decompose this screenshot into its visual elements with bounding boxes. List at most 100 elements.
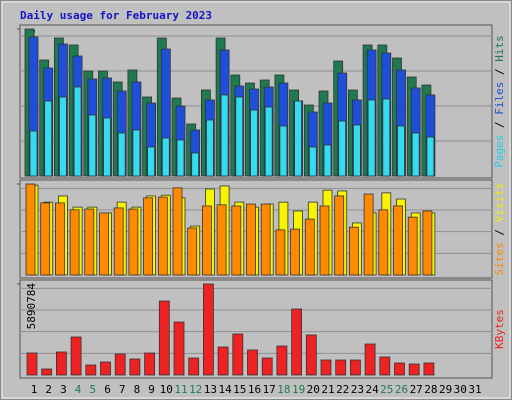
legend-separator: / <box>493 115 506 135</box>
bar <box>279 125 288 177</box>
bar <box>191 152 200 177</box>
bar <box>147 146 156 177</box>
bar <box>264 106 273 177</box>
x-tick-label: 10 <box>160 383 173 396</box>
x-tick-label: 17 <box>263 383 276 396</box>
bar <box>246 203 256 276</box>
bar <box>363 193 374 276</box>
bar <box>247 349 258 376</box>
bar <box>117 132 126 177</box>
x-tick-label: 1 <box>31 383 38 396</box>
x-tick-label: 9 <box>148 383 155 396</box>
bar <box>25 183 36 276</box>
bar <box>70 336 82 376</box>
bar <box>29 130 38 177</box>
bar <box>157 196 168 276</box>
x-tick-label: 27 <box>410 383 423 396</box>
bar <box>132 129 141 177</box>
bar <box>294 100 303 177</box>
x-tick-label: 14 <box>218 383 232 396</box>
bar <box>201 205 212 276</box>
bar <box>304 218 315 276</box>
bar <box>88 114 97 177</box>
bar <box>367 99 376 177</box>
bar <box>422 210 433 276</box>
x-tick-label: 23 <box>351 383 364 396</box>
x-tick-label: 19 <box>292 383 305 396</box>
bar <box>335 359 347 376</box>
legend: KBytes <box>493 309 506 349</box>
bar <box>235 96 244 177</box>
bar <box>129 358 141 376</box>
x-tick-label: 5 <box>89 383 96 396</box>
bar <box>291 308 303 376</box>
x-tick-label: 2 <box>45 383 52 396</box>
bar <box>382 98 391 177</box>
bar <box>84 208 95 276</box>
x-tick-label: 8 <box>134 383 141 396</box>
bar <box>276 345 288 376</box>
bar <box>426 136 435 177</box>
bar <box>378 209 389 276</box>
legend-entry: Files <box>493 82 506 115</box>
legend-entry: Sites <box>493 242 506 275</box>
bar <box>232 333 244 376</box>
bar <box>114 353 126 376</box>
bar <box>69 209 80 276</box>
bar <box>397 125 405 177</box>
legend-entry: Pages <box>493 135 506 168</box>
x-tick-label: 21 <box>321 383 334 396</box>
bar <box>56 351 67 376</box>
x-tick-label: 24 <box>365 383 379 396</box>
x-tick-label: 25 <box>380 383 393 396</box>
bar <box>394 362 405 376</box>
x-tick-label: 31 <box>468 383 481 396</box>
bar <box>205 119 214 177</box>
legend-entry: Visits <box>493 183 506 223</box>
bar <box>100 361 111 376</box>
bar <box>40 202 51 276</box>
x-tick-label: 6 <box>104 383 111 396</box>
x-tick-label: 7 <box>119 383 126 396</box>
bar <box>411 132 420 177</box>
bar <box>260 203 271 276</box>
bar <box>143 197 154 276</box>
legend-separator: / <box>493 222 506 242</box>
bar <box>290 228 301 276</box>
bar <box>364 343 376 376</box>
chart-title: Daily usage for February 2023 <box>20 9 212 22</box>
bar <box>113 207 124 276</box>
bar <box>348 226 359 276</box>
bar <box>261 357 273 376</box>
legend-separator: / <box>493 62 506 82</box>
bar <box>216 204 227 276</box>
bar <box>408 363 420 376</box>
legend-entry: KBytes <box>493 309 506 349</box>
x-tick-label: 13 <box>204 383 217 396</box>
bar <box>407 216 418 276</box>
bar <box>172 187 183 276</box>
x-tick-label: 18 <box>277 383 290 396</box>
x-tick-label: 28 <box>424 383 437 396</box>
bar <box>161 137 170 177</box>
bar <box>202 283 214 376</box>
bar <box>352 124 361 177</box>
bar <box>220 94 229 177</box>
bar <box>85 364 97 376</box>
bar <box>319 205 330 276</box>
bar <box>320 359 332 376</box>
bar <box>323 144 332 177</box>
bar <box>41 368 53 376</box>
bar <box>144 352 156 376</box>
x-tick-label: 15 <box>233 383 246 396</box>
bar <box>59 96 67 177</box>
bar <box>217 346 229 376</box>
x-tick-label: 29 <box>439 383 452 396</box>
bar <box>308 146 317 177</box>
bar <box>393 205 403 276</box>
bar <box>349 359 361 376</box>
bar <box>128 208 139 276</box>
bar <box>379 356 391 376</box>
